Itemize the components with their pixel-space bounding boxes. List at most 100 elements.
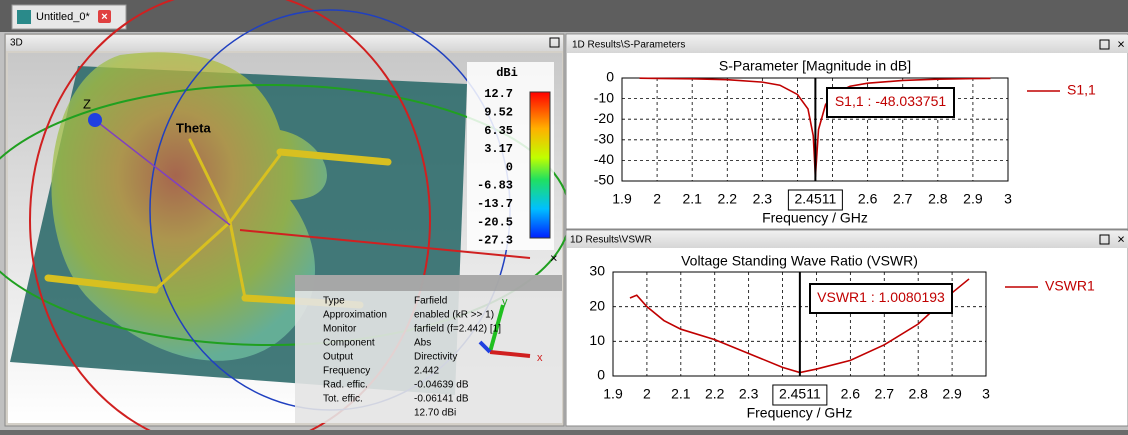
x-tick-label: 2.7 xyxy=(875,386,895,402)
y-tick-label: 20 xyxy=(589,297,605,313)
panel-header xyxy=(567,35,1128,53)
triad-x-label: x xyxy=(537,352,543,364)
colorbar-label: 9.52 xyxy=(484,105,513,119)
colorbar-label: 0 xyxy=(506,160,513,174)
colorbar-label: -13.7 xyxy=(477,197,513,211)
info-label: Rad. effic. xyxy=(323,380,368,391)
colorbar-label: 6.35 xyxy=(484,124,513,138)
x-tick-label: 2.6 xyxy=(841,386,861,402)
panel-header xyxy=(567,231,1128,248)
info-value: -0.06141 dB xyxy=(414,394,469,405)
marker-x-box xyxy=(772,384,828,406)
marker-x-box xyxy=(787,189,843,211)
info-value: farfield (f=2.442) [1] xyxy=(414,324,501,335)
info-label: Tot. effic. xyxy=(323,394,363,405)
x-tick-label: 2.7 xyxy=(893,191,913,207)
colorbar-unit: dBi xyxy=(496,66,518,80)
y-tick-label: -30 xyxy=(594,131,614,147)
y-tick-label: -20 xyxy=(594,110,614,126)
close-glyph: × xyxy=(101,11,107,23)
x-tick-label: 2.9 xyxy=(963,191,983,207)
colorbar-label: -6.83 xyxy=(477,179,513,193)
x-tick-label: 2 xyxy=(643,386,651,402)
x-axis-arrow xyxy=(239,229,531,259)
series-line xyxy=(629,278,970,374)
info-panel xyxy=(295,275,562,423)
y-tick-label: 0 xyxy=(597,367,605,383)
chart-title: Voltage Standing Wave Ratio (VSWR) xyxy=(681,253,918,269)
info-value: Farfield xyxy=(414,296,447,307)
marker-x-label: 2.4511 xyxy=(779,386,821,402)
close[interactable]: × xyxy=(1117,36,1125,51)
y-tick-label: 30 xyxy=(589,263,605,279)
marker-annotation: S1,1 : -48.033751 xyxy=(835,93,947,109)
x-axis-label: Frequency / GHz xyxy=(747,405,853,421)
panel-title: 3D xyxy=(10,38,23,49)
colorbar-label: 3.17 xyxy=(484,142,513,156)
info-label: Monitor xyxy=(323,324,357,335)
direction xyxy=(94,119,231,226)
y-tick-label: -40 xyxy=(594,151,614,167)
x-tick-label: 2.2 xyxy=(705,386,725,402)
x-tick-label: 1.9 xyxy=(603,386,623,402)
x-tick-label: 2 xyxy=(653,191,661,207)
angle-label: Theta xyxy=(176,120,211,135)
info-value: Directivity xyxy=(414,352,457,363)
marker-x-label: 2.4511 xyxy=(794,191,836,207)
x-tick-label: 2.2 xyxy=(718,191,738,207)
info-label: Output xyxy=(323,352,353,363)
info-value: Abs xyxy=(414,338,431,349)
panel-title: 1D Results\VSWR xyxy=(570,235,652,246)
info-label: Type xyxy=(323,296,345,307)
marker-annotation-box xyxy=(826,87,955,118)
x-tick-label: 3 xyxy=(982,386,990,402)
info-value: enabled (kR >> 1) xyxy=(414,310,494,321)
x-tick-label: 2.8 xyxy=(908,386,928,402)
x-glyph: × xyxy=(550,250,558,265)
marker-annotation-box xyxy=(809,283,953,314)
x-tick-label: 1.9 xyxy=(612,191,632,207)
y-tick-label: -50 xyxy=(594,172,614,188)
panel-sparam xyxy=(565,33,1128,230)
x-tick-label: 2.3 xyxy=(753,191,773,207)
triad-y-label: y xyxy=(502,296,508,308)
tab-title: Untitled_0* xyxy=(36,11,91,23)
info-label: Component xyxy=(323,338,375,349)
colorbar-label: -20.5 xyxy=(477,215,513,229)
close[interactable]: × xyxy=(1117,231,1125,246)
panel-vswr xyxy=(565,229,1128,427)
x-tick-label: 2.1 xyxy=(682,191,702,207)
maximize[interactable] xyxy=(549,37,560,48)
axis-label: Z xyxy=(83,96,91,111)
maximize[interactable] xyxy=(1099,39,1110,50)
chart-title: S-Parameter [Magnitude in dB] xyxy=(719,58,911,74)
x-axis-label: Frequency / GHz xyxy=(762,210,868,226)
tab-bar xyxy=(0,0,1128,32)
y-tick-label: -10 xyxy=(594,89,614,105)
x-tick-label: 2.6 xyxy=(858,191,878,207)
x-tick-label: 2.3 xyxy=(739,386,759,402)
colorbar xyxy=(529,91,551,239)
colorbar-label: -27.3 xyxy=(477,234,513,248)
legend-label: S1,1 xyxy=(1067,82,1096,98)
x-tick-label: 2.9 xyxy=(942,386,962,402)
tab-icon xyxy=(17,10,31,24)
x-tick-label: 3 xyxy=(1004,191,1012,207)
y-tick-label: 10 xyxy=(589,332,605,348)
info-header xyxy=(295,275,562,291)
y-tick-label: 0 xyxy=(606,69,614,85)
z-arrow xyxy=(88,113,102,127)
triad-x xyxy=(489,350,531,358)
marker-annotation: VSWR1 : 1.0080193 xyxy=(817,289,945,305)
info-label: Approximation xyxy=(323,310,387,321)
panel-title: 1D Results\S-Parameters xyxy=(572,40,685,51)
info-value: -0.04639 dB xyxy=(414,380,469,391)
maximize[interactable] xyxy=(1099,234,1110,245)
triad-z xyxy=(478,340,492,354)
colorbar-label: 12.7 xyxy=(484,87,513,101)
x-tick-label: 2.1 xyxy=(671,386,691,402)
tab-close[interactable] xyxy=(98,10,111,23)
x-tick-label: 2.8 xyxy=(928,191,948,207)
